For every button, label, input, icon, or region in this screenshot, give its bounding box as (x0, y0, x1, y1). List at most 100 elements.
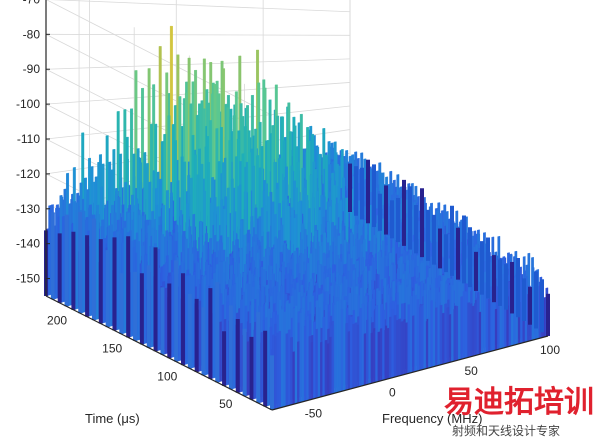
surface-strip (476, 297, 480, 356)
surface-strip (444, 303, 447, 365)
surface-strip (506, 305, 510, 348)
surface-strip (377, 331, 381, 382)
surface-strip (370, 332, 374, 384)
surface-strip (439, 304, 443, 366)
surface-strip (340, 308, 344, 392)
surface-strip (317, 307, 321, 398)
surface-strip (278, 330, 282, 409)
surface-strip (327, 343, 330, 396)
surface-strip (405, 322, 408, 375)
surface-strip (354, 322, 358, 389)
z-tick-label: -110 (17, 132, 40, 146)
surface-strip (432, 287, 436, 368)
surface-strip (437, 291, 441, 366)
surface-strip (68, 203, 72, 306)
surface-strip (421, 305, 424, 371)
surface-strip (494, 308, 498, 351)
surface-strip (304, 325, 307, 402)
z-tick-label: -100 (16, 97, 40, 111)
surface-strip (313, 321, 316, 400)
surface-strip (416, 299, 420, 372)
surface-strip (471, 305, 475, 357)
surface-strip (310, 341, 314, 400)
surface-strip (157, 267, 161, 351)
surface-strip (164, 287, 168, 355)
surface-strip (178, 273, 182, 362)
surface-strip (315, 328, 319, 399)
surface-strip (192, 274, 195, 369)
x-tick-label: 100 (540, 343, 560, 357)
surface-strip (48, 205, 52, 296)
z-tick-label: -120 (16, 167, 40, 181)
surface-strip (137, 241, 141, 341)
z-tick-label: -70 (23, 0, 41, 6)
surface-strip (226, 301, 229, 386)
surface-strip (453, 308, 457, 362)
surface-strip (333, 304, 337, 394)
surface-strip (435, 307, 438, 367)
surface-strip (89, 217, 93, 317)
surface-strip (338, 301, 342, 393)
surface-strip (412, 315, 415, 373)
surface-strip (324, 339, 328, 397)
surface-strip (75, 202, 79, 310)
surface-strip (448, 314, 452, 363)
surface-strip (109, 224, 113, 327)
y-tick-label: 150 (102, 341, 122, 355)
surface-strip (233, 295, 236, 389)
surface-strip (407, 304, 411, 374)
surface-strip (285, 333, 289, 407)
surface-strip (103, 237, 106, 324)
surface-strip (276, 332, 280, 410)
watermark: 易迪拓培训 射频和天线设计专家 (444, 385, 594, 438)
surface-strip (352, 323, 355, 389)
surface-strip (409, 295, 413, 374)
surface-strip (292, 351, 296, 405)
surface-strip (171, 271, 175, 358)
surface-strip (329, 336, 332, 395)
surface-strip (306, 315, 309, 402)
surface-strip (350, 316, 353, 390)
surface-strip (343, 299, 346, 392)
surface-layer (44, 25, 550, 411)
surface-strip (198, 304, 202, 372)
grid-line-z-back-2 (45, 58, 351, 70)
surface-strip (398, 318, 401, 377)
z-tick-label: -150 (16, 272, 40, 286)
surface-strip (396, 319, 399, 377)
z-tick-label: -90 (23, 62, 41, 76)
surface-strip (414, 294, 418, 373)
surface-strip (474, 302, 477, 356)
x-tick-label: 50 (464, 364, 478, 378)
surface-strip (239, 322, 243, 393)
surface-strip (205, 284, 209, 376)
surface-strip (373, 330, 376, 384)
surface-strip (382, 309, 385, 381)
surface-strip (294, 305, 298, 405)
surface-strip (368, 301, 372, 385)
surface-strip (462, 290, 466, 360)
surface-strip (485, 290, 489, 353)
watermark-subtitle: 射频和天线设计专家 (452, 423, 560, 438)
surface-strip (366, 319, 369, 385)
y-tick-label: 200 (47, 314, 67, 328)
surface-strip (455, 305, 459, 361)
surface-strip (359, 311, 362, 387)
surface-strip (290, 336, 293, 406)
surface-strip (308, 335, 312, 401)
surface-strip (96, 204, 100, 320)
surface-strip (345, 322, 349, 391)
surface-strip (219, 321, 223, 382)
surface-strip (246, 341, 250, 396)
grid-line-z-back-0 (49, 0, 351, 13)
surface-strip (467, 302, 470, 358)
surface-strip (281, 309, 284, 408)
surface-strip (446, 307, 450, 364)
watermark-title: 易迪拓培训 (444, 385, 594, 420)
surface-strip (320, 341, 323, 398)
surface-strip (393, 314, 397, 378)
surface-strip (465, 291, 468, 359)
x-tick-label: -50 (305, 406, 323, 420)
